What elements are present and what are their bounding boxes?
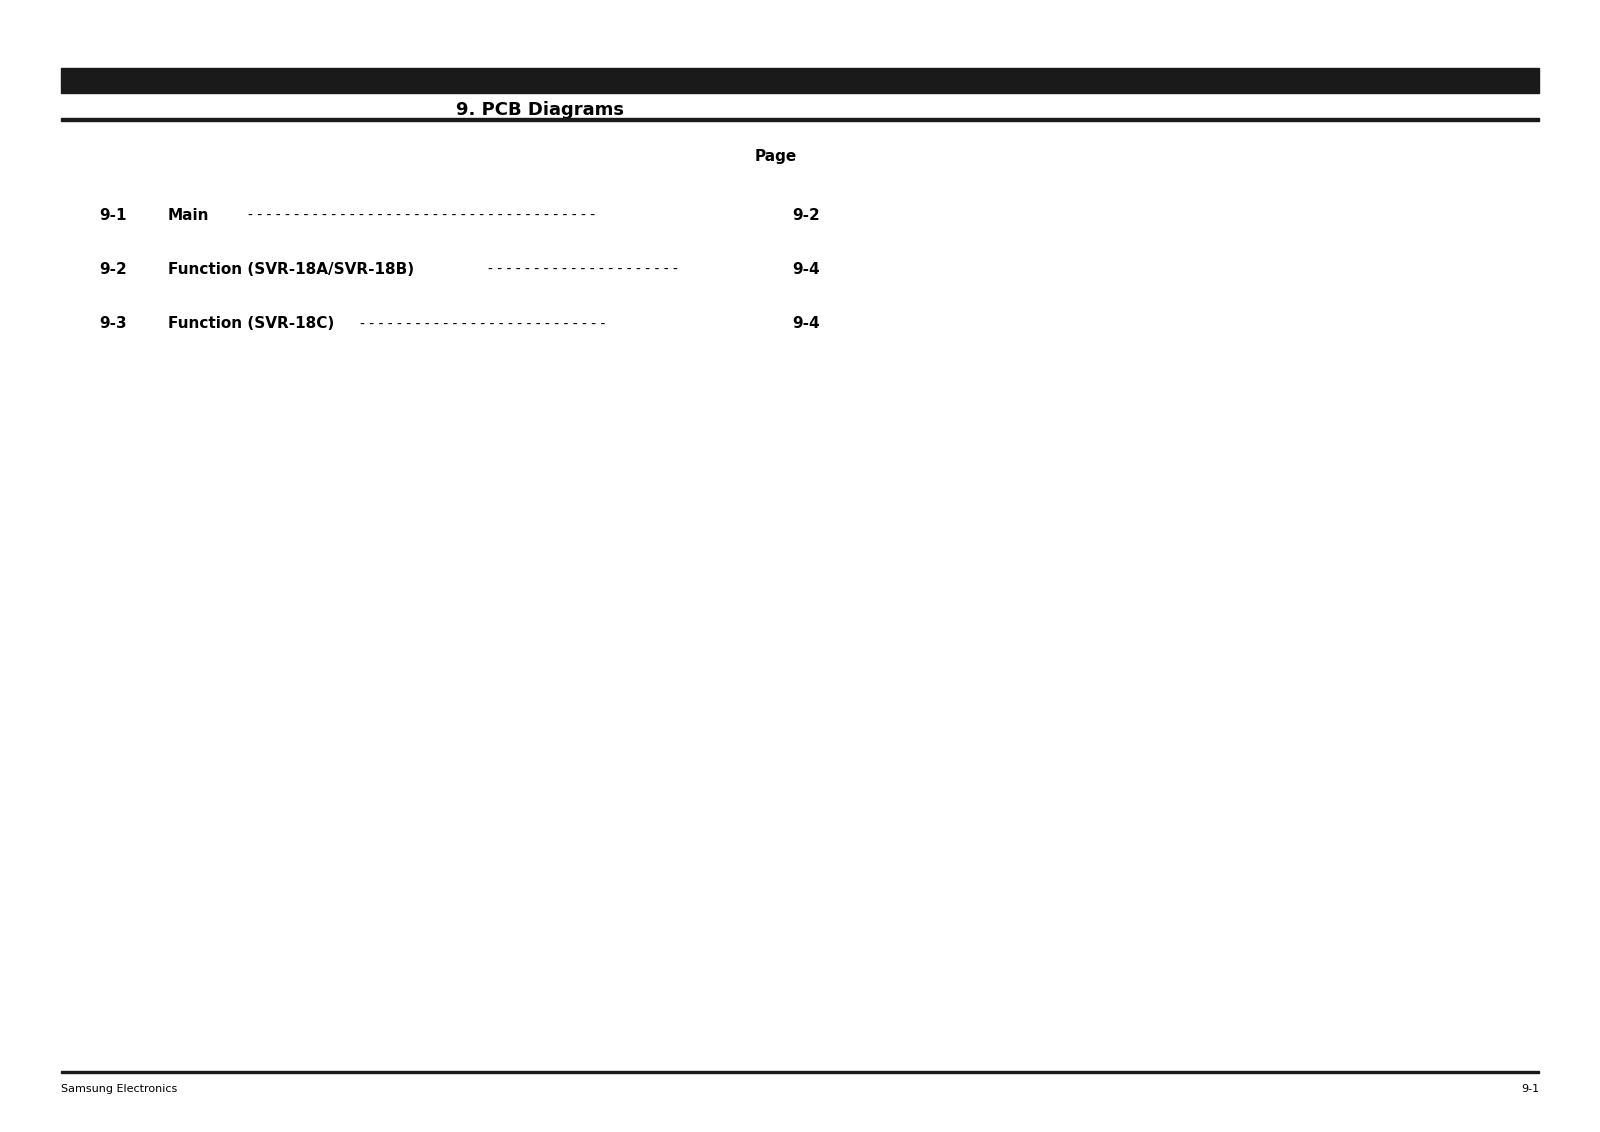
Text: Function (SVR-18A/SVR-18B): Function (SVR-18A/SVR-18B) bbox=[168, 261, 414, 277]
Text: Samsung Electronics: Samsung Electronics bbox=[61, 1084, 178, 1094]
Text: 9-1: 9-1 bbox=[1522, 1084, 1539, 1094]
Bar bbox=[61, 118, 1539, 121]
Text: 9-4: 9-4 bbox=[792, 316, 819, 332]
Text: - - - - - - - - - - - - - - - - - - - - - - - - - - -: - - - - - - - - - - - - - - - - - - - - … bbox=[360, 317, 605, 331]
Bar bbox=[61, 1071, 1539, 1073]
Text: Main: Main bbox=[168, 207, 210, 223]
Text: 9-1: 9-1 bbox=[99, 207, 126, 223]
Text: 9-2: 9-2 bbox=[99, 261, 126, 277]
Text: - - - - - - - - - - - - - - - - - - - - -: - - - - - - - - - - - - - - - - - - - - … bbox=[488, 263, 678, 276]
Text: 9-4: 9-4 bbox=[792, 261, 819, 277]
Text: Function (SVR-18C): Function (SVR-18C) bbox=[168, 316, 334, 332]
Text: 9-2: 9-2 bbox=[792, 207, 819, 223]
Text: - - - - - - - - - - - - - - - - - - - - - - - - - - - - - - - - - - - - - -: - - - - - - - - - - - - - - - - - - - - … bbox=[248, 208, 595, 222]
Text: 9. PCB Diagrams: 9. PCB Diagrams bbox=[456, 101, 624, 119]
Text: 9-3: 9-3 bbox=[99, 316, 126, 332]
Text: Page: Page bbox=[755, 148, 797, 164]
Bar bbox=[61, 68, 1539, 93]
